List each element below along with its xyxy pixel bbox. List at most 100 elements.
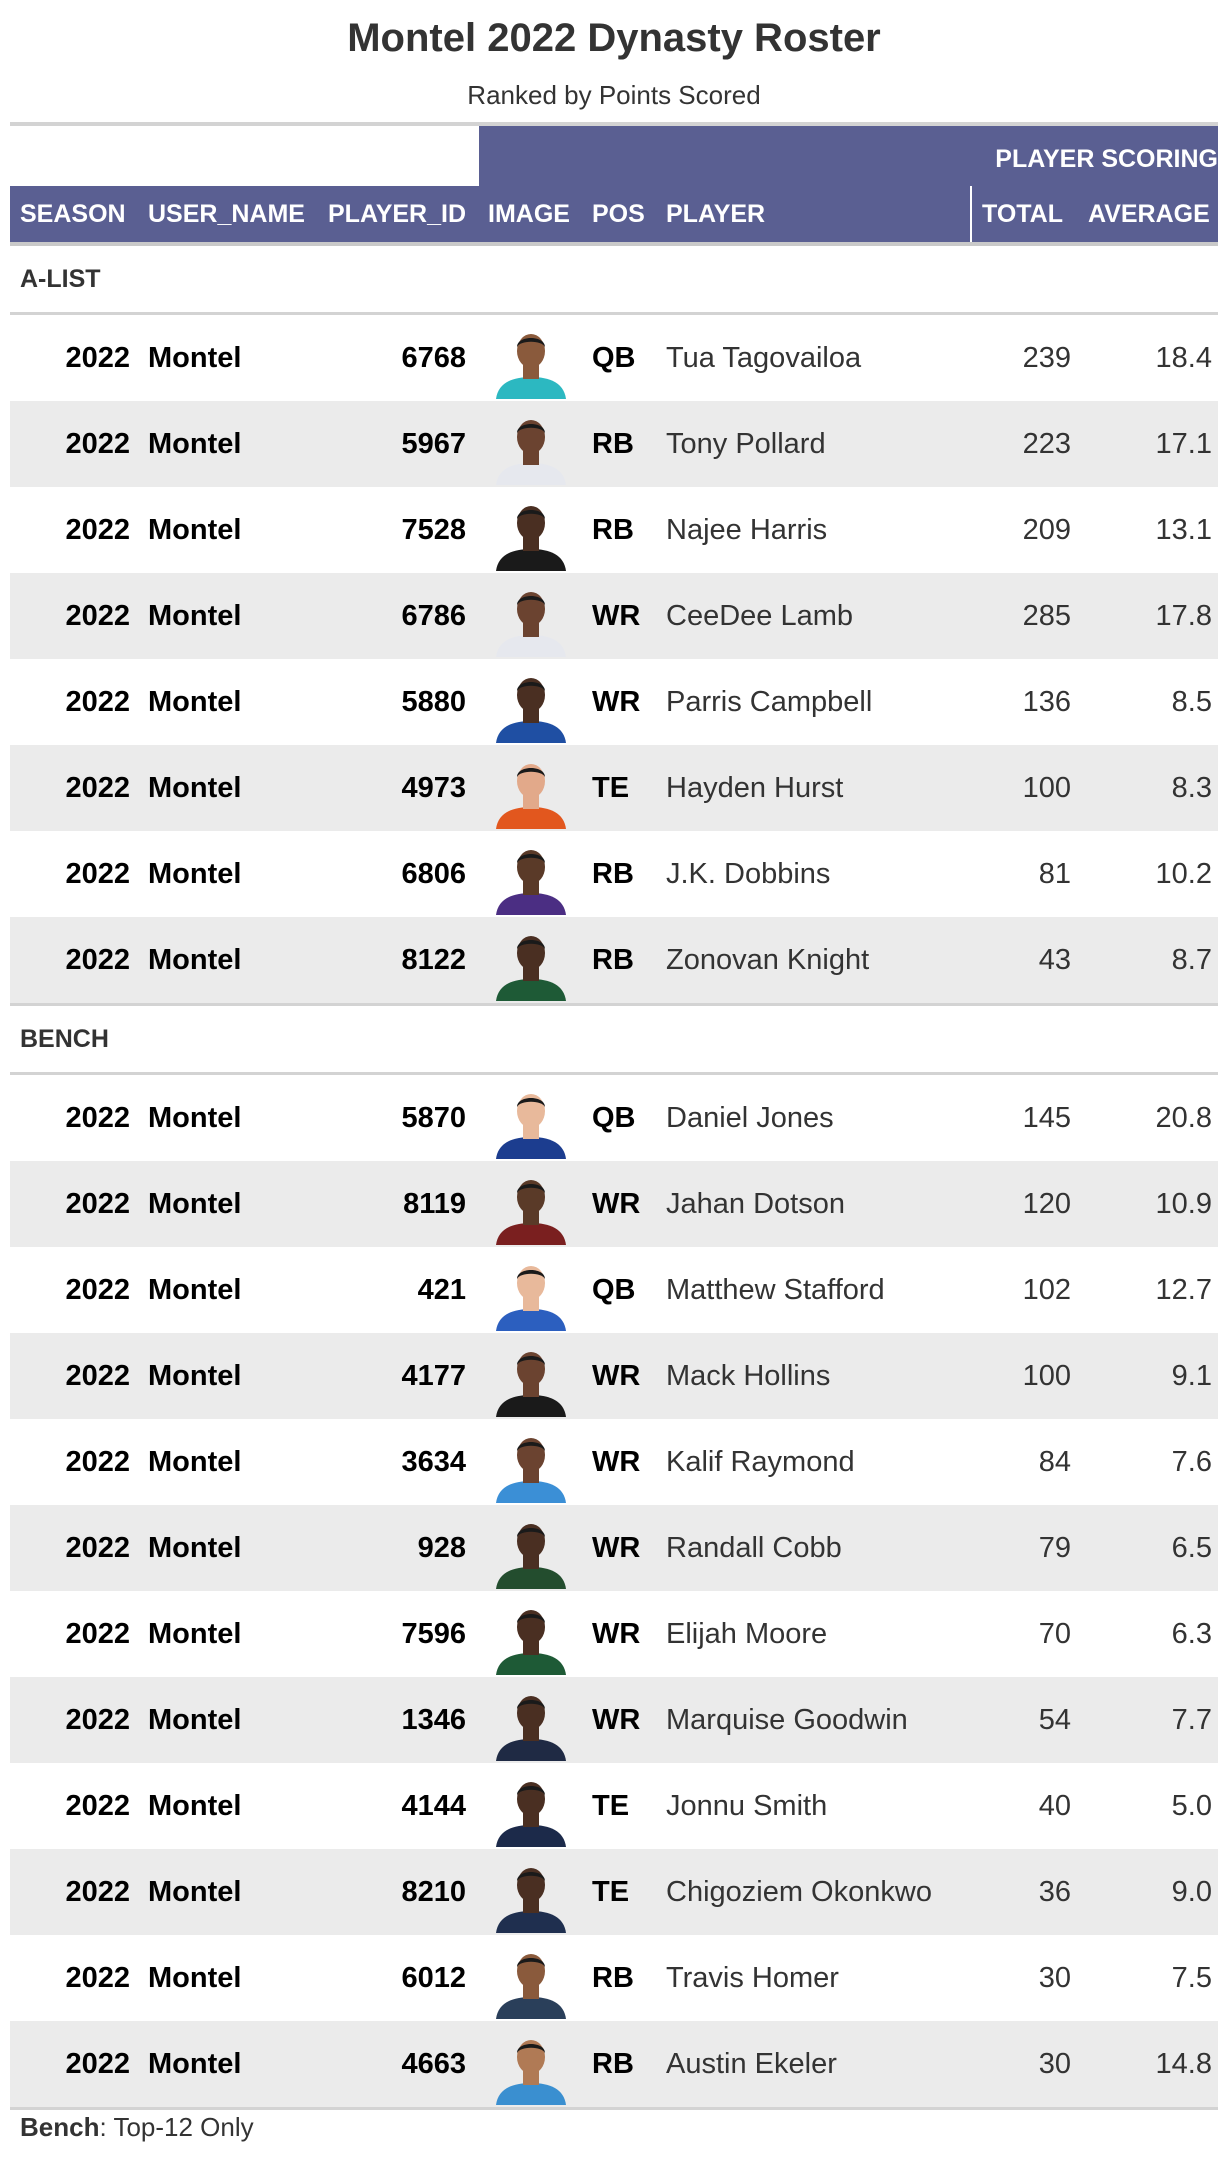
table-row: 2022 Montel 5967 RB Tony Pollard 223 17.1 <box>10 401 1218 487</box>
pos-cell: RB <box>592 858 634 890</box>
player-name-cell: Randall Cobb <box>666 1532 842 1564</box>
user-name-cell: Montel <box>148 342 242 374</box>
user-name-cell: Montel <box>148 1102 242 1134</box>
player-id-cell: 3634 <box>401 1446 466 1478</box>
season-cell: 2022 <box>65 514 130 546</box>
user-name-cell: Montel <box>148 1446 242 1478</box>
player-id-cell: 7596 <box>401 1618 466 1650</box>
player-name-cell: Austin Ekeler <box>666 2048 837 2080</box>
table-row: 2022 Montel 3634 WR Kalif Raymond 84 7.6 <box>10 1419 1218 1505</box>
season-cell: 2022 <box>65 1704 130 1736</box>
player-scoring-spanner: PLAYER SCORING <box>479 126 1218 186</box>
pos-cell: WR <box>592 1446 641 1478</box>
player-headshot <box>494 1773 568 1847</box>
table-row: 2022 Montel 5880 WR Parris Campbell 136 8.5 <box>10 659 1218 745</box>
player-id-cell: 5870 <box>401 1102 466 1134</box>
total-cell: 120 <box>1022 1188 1071 1220</box>
season-cell: 2022 <box>65 1876 130 1908</box>
player-id-cell: 8119 <box>403 1188 466 1220</box>
table-row: 2022 Montel 4973 TE Hayden Hurst 100 8.3 <box>10 745 1218 831</box>
total-cell: 145 <box>1022 1102 1071 1134</box>
player-headshot <box>494 497 568 571</box>
player-id-cell: 7528 <box>401 514 466 546</box>
table-top-rule <box>10 122 1218 126</box>
player-name-cell: Chigoziem Okonkwo <box>666 1876 932 1908</box>
page-subtitle: Ranked by Points Scored <box>467 80 761 110</box>
player-headshot <box>494 669 568 743</box>
season-cell: 2022 <box>65 1188 130 1220</box>
footnote-text: : Top-12 Only <box>99 2112 254 2142</box>
total-cell: 223 <box>1022 428 1071 460</box>
season-cell: 2022 <box>65 600 130 632</box>
player-name-cell: Zonovan Knight <box>666 944 870 976</box>
user-name-cell: Montel <box>148 1790 242 1822</box>
average-cell: 18.4 <box>1155 342 1212 374</box>
pos-cell: WR <box>592 1188 641 1220</box>
table-row: 2022 Montel 8210 TE Chigoziem Okonkwo 36 9.0 <box>10 1849 1218 1935</box>
player-id-cell: 1346 <box>401 1704 466 1736</box>
pos-cell: RB <box>592 428 634 460</box>
table-row: 2022 Montel 4177 WR Mack Hollins 100 9.1 <box>10 1333 1218 1419</box>
pos-cell: QB <box>592 1274 636 1306</box>
table-row: 2022 Montel 7596 WR Elijah Moore 70 6.3 <box>10 1591 1218 1677</box>
pos-cell: TE <box>592 1790 630 1822</box>
spanner-row: PLAYER SCORING <box>10 126 1218 186</box>
player-headshot <box>494 411 568 485</box>
spanner-label: PLAYER SCORING <box>995 145 1218 173</box>
average-cell: 12.7 <box>1155 1274 1212 1306</box>
user-name-cell: Montel <box>148 1360 242 1392</box>
user-name-cell: Montel <box>148 686 242 718</box>
table-row: 2022 Montel 6786 WR CeeDee Lamb 285 17.8 <box>10 573 1218 659</box>
player-id-cell: 4144 <box>401 1790 466 1822</box>
footnote: Bench: Top-12 Only <box>20 2112 254 2143</box>
user-name-cell: Montel <box>148 2048 242 2080</box>
player-name-cell: J.K. Dobbins <box>666 858 831 890</box>
average-cell: 10.9 <box>1155 1188 1212 1220</box>
total-cell: 54 <box>1038 1704 1071 1736</box>
total-cell: 285 <box>1022 600 1071 632</box>
table-row: 2022 Montel 4663 RB Austin Ekeler 30 14.8 <box>10 2021 1218 2110</box>
player-id-cell: 5967 <box>401 428 466 460</box>
player-id-cell: 6786 <box>401 600 466 632</box>
player-headshot <box>494 1429 568 1503</box>
pos-cell: WR <box>592 686 641 718</box>
player-headshot <box>494 1343 568 1417</box>
user-name-cell: Montel <box>148 1618 242 1650</box>
roster-table: PLAYER SCORING SEASON USER_NAME PLAYER_I… <box>10 122 1218 2110</box>
group-row: A-LIST <box>10 246 1218 315</box>
average-cell: 7.7 <box>1171 1704 1212 1736</box>
season-cell: 2022 <box>65 1962 130 1994</box>
average-cell: 9.1 <box>1171 1360 1212 1392</box>
player-name-cell: Hayden Hurst <box>666 772 844 804</box>
pos-cell: TE <box>592 772 630 804</box>
season-cell: 2022 <box>65 1446 130 1478</box>
season-cell: 2022 <box>65 858 130 890</box>
player-name-cell: Mack Hollins <box>666 1360 831 1392</box>
season-cell: 2022 <box>65 1532 130 1564</box>
player-headshot <box>494 583 568 657</box>
group-row: BENCH <box>10 1006 1218 1075</box>
player-headshot <box>494 1257 568 1331</box>
player-name-cell: Tony Pollard <box>666 428 826 460</box>
season-cell: 2022 <box>65 1102 130 1134</box>
player-name-cell: Travis Homer <box>666 1962 839 1994</box>
average-cell: 6.3 <box>1171 1618 1212 1650</box>
player-headshot <box>494 841 568 915</box>
average-cell: 14.8 <box>1155 2048 1212 2080</box>
average-cell: 5.0 <box>1171 1790 1212 1822</box>
player-headshot <box>494 1515 568 1589</box>
player-headshot <box>494 755 568 829</box>
col-header-user-name: USER_NAME <box>148 200 305 228</box>
user-name-cell: Montel <box>148 600 242 632</box>
col-header-player-id: PLAYER_ID <box>328 200 467 228</box>
average-cell: 6.5 <box>1171 1532 1212 1564</box>
player-headshot <box>494 1601 568 1675</box>
player-name-cell: Jonnu Smith <box>666 1790 828 1822</box>
user-name-cell: Montel <box>148 1274 242 1306</box>
player-headshot <box>494 2031 568 2105</box>
player-name-cell: Marquise Goodwin <box>666 1704 908 1736</box>
player-id-cell: 5880 <box>401 686 466 718</box>
pos-cell: WR <box>592 1704 641 1736</box>
pos-cell: QB <box>592 1102 636 1134</box>
